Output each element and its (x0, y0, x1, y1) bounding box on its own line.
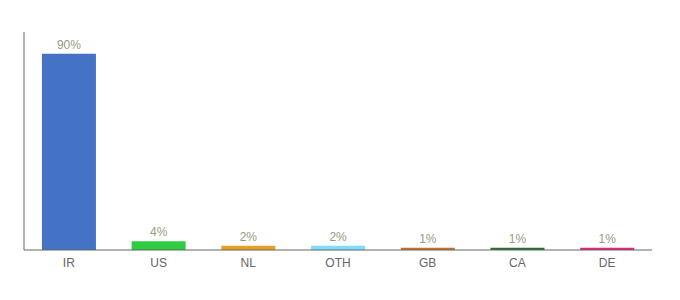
svg-text:4%: 4% (150, 225, 168, 239)
svg-text:1%: 1% (599, 232, 617, 246)
svg-text:DE: DE (599, 256, 616, 270)
svg-text:90%: 90% (57, 38, 81, 52)
svg-text:1%: 1% (419, 232, 437, 246)
svg-text:US: US (150, 256, 167, 270)
svg-text:IR: IR (63, 256, 75, 270)
svg-text:1%: 1% (509, 232, 527, 246)
svg-text:CA: CA (509, 256, 526, 270)
svg-text:2%: 2% (240, 230, 258, 244)
svg-text:2%: 2% (329, 230, 347, 244)
svg-text:NL: NL (241, 256, 257, 270)
svg-text:GB: GB (419, 256, 436, 270)
svg-text:OTH: OTH (325, 256, 350, 270)
